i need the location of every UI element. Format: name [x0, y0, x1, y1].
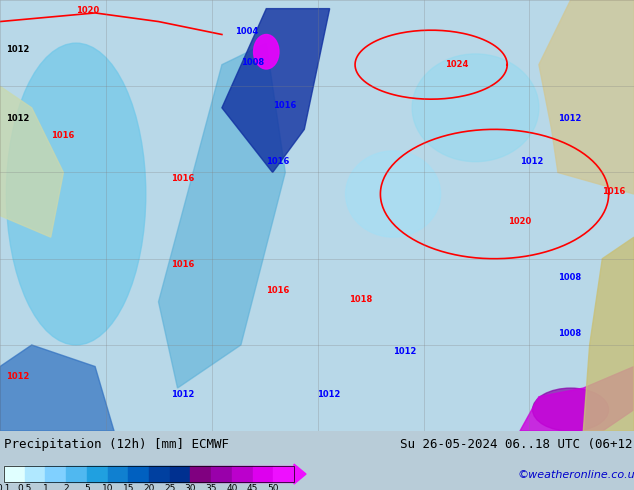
Text: 2: 2 — [63, 484, 69, 490]
Text: 1012: 1012 — [6, 114, 30, 122]
Text: 20: 20 — [143, 484, 155, 490]
Bar — [273, 466, 294, 482]
Bar — [4, 466, 294, 482]
Ellipse shape — [6, 43, 146, 345]
Bar — [128, 466, 149, 482]
Text: 1020: 1020 — [508, 217, 531, 226]
Text: 1020: 1020 — [76, 6, 100, 15]
Text: Precipitation (12h) [mm] ECMWF: Precipitation (12h) [mm] ECMWF — [4, 438, 229, 451]
Text: 1012: 1012 — [6, 372, 30, 381]
Text: 1018: 1018 — [349, 295, 372, 304]
Text: 40: 40 — [226, 484, 238, 490]
Text: 50: 50 — [268, 484, 279, 490]
Ellipse shape — [533, 388, 609, 431]
Text: 1016: 1016 — [266, 157, 290, 166]
Text: 1016: 1016 — [602, 187, 626, 196]
Text: 1008: 1008 — [558, 273, 581, 282]
Polygon shape — [222, 9, 330, 172]
Text: 1016: 1016 — [171, 260, 195, 270]
Bar — [170, 466, 190, 482]
Text: 1024: 1024 — [445, 60, 468, 69]
Bar — [46, 466, 66, 482]
Polygon shape — [0, 345, 114, 431]
Text: 1016: 1016 — [51, 131, 74, 140]
Text: 1008: 1008 — [558, 329, 581, 338]
Ellipse shape — [412, 54, 539, 162]
Bar — [149, 466, 170, 482]
Polygon shape — [158, 43, 285, 388]
Ellipse shape — [254, 34, 279, 69]
Text: 1016: 1016 — [171, 174, 195, 183]
Polygon shape — [520, 367, 634, 431]
Ellipse shape — [346, 151, 441, 237]
Text: Su 26-05-2024 06..18 UTC (06+12): Su 26-05-2024 06..18 UTC (06+12) — [400, 438, 634, 451]
Polygon shape — [0, 86, 63, 237]
Text: 30: 30 — [184, 484, 196, 490]
Text: 15: 15 — [122, 484, 134, 490]
Bar — [190, 466, 211, 482]
Text: 1: 1 — [42, 484, 48, 490]
Text: 0.1: 0.1 — [0, 484, 11, 490]
Text: 1012: 1012 — [520, 157, 543, 166]
Polygon shape — [539, 0, 634, 194]
Bar — [232, 466, 252, 482]
FancyArrow shape — [294, 464, 306, 484]
Bar — [87, 466, 108, 482]
Bar — [252, 466, 273, 482]
Text: 1012: 1012 — [317, 390, 340, 399]
Text: 1016: 1016 — [273, 101, 296, 110]
Text: 1012: 1012 — [6, 45, 30, 54]
Text: 5: 5 — [84, 484, 90, 490]
Text: 1008: 1008 — [241, 58, 264, 67]
Text: 45: 45 — [247, 484, 258, 490]
Text: 1012: 1012 — [558, 114, 581, 122]
Text: 0.5: 0.5 — [18, 484, 32, 490]
Polygon shape — [583, 237, 634, 431]
Bar — [4, 466, 25, 482]
Text: 1004: 1004 — [235, 27, 258, 36]
Text: 1012: 1012 — [393, 346, 417, 356]
Bar — [108, 466, 128, 482]
Text: 25: 25 — [164, 484, 176, 490]
Text: 35: 35 — [205, 484, 217, 490]
Text: 1016: 1016 — [266, 286, 290, 295]
Bar — [66, 466, 87, 482]
Text: ©weatheronline.co.uk: ©weatheronline.co.uk — [518, 470, 634, 480]
Text: 10: 10 — [102, 484, 113, 490]
Bar — [211, 466, 232, 482]
Text: 1012: 1012 — [171, 390, 195, 399]
Bar — [25, 466, 46, 482]
